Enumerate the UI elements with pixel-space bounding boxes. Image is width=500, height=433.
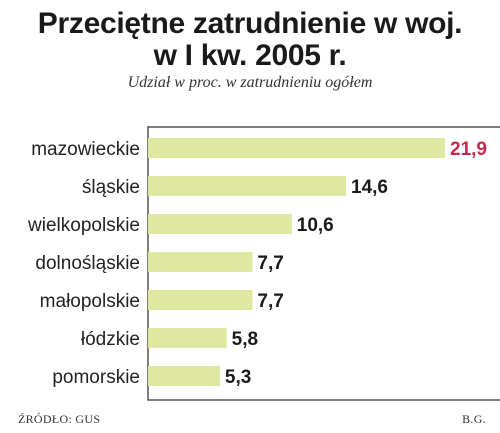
bar-4 [148,290,253,310]
chart-title-line-1: Przeciętne zatrudnienie w woj. [37,7,463,40]
value-label-4: 7,7 [257,291,283,312]
chart-title-line-2: w I kw. 2005 r. [153,39,347,72]
chart-subtitle: Udział w proc. w zatrudnieniu ogółem [127,74,373,91]
bar-6 [148,366,220,386]
author-initials: B.G. [462,412,486,426]
category-label-0: mazowieckie [31,139,140,160]
bar-3 [148,252,253,272]
category-label-4: małopolskie [40,291,140,312]
source-note: ŹRÓDŁO: GUS [18,412,101,426]
category-label-2: wielkopolskie [27,215,140,236]
value-label-3: 7,7 [257,253,283,274]
bar-0 [148,138,445,158]
category-label-6: pomorskie [52,367,140,388]
value-label-5: 5,8 [232,329,258,350]
value-label-6: 5,3 [225,367,251,388]
bar-2 [148,214,292,234]
category-label-5: łódzkie [81,329,140,350]
bar-5 [148,328,227,348]
category-label-3: dolnośląskie [35,253,140,274]
bar-1 [148,176,346,196]
value-label-1: 14,6 [351,177,388,198]
category-label-1: śląskie [82,177,140,198]
value-label-0: 21,9 [450,139,487,160]
value-label-2: 10,6 [297,215,334,236]
